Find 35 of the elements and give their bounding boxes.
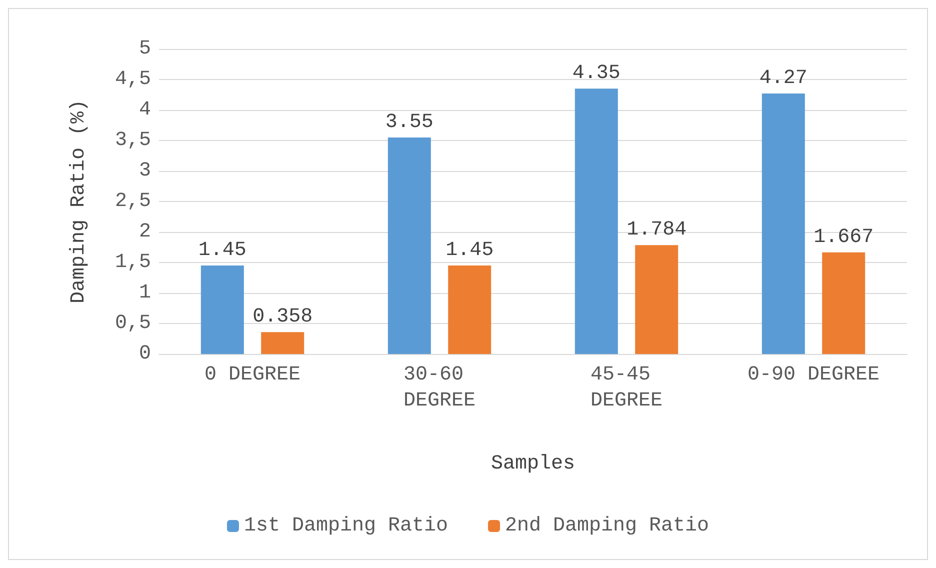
bar: [261, 332, 304, 354]
y-tick-label: 4,5: [114, 68, 151, 91]
legend-label: 2nd Damping Ratio: [505, 514, 710, 538]
y-tick-label: 1: [138, 282, 151, 304]
data-label: 1.45: [446, 239, 494, 262]
y-tick-label: 2: [138, 220, 151, 244]
y-tick-label: 0,5: [114, 312, 151, 335]
data-label: 1.667: [814, 226, 874, 249]
bar: [635, 245, 678, 354]
data-label: 4.27: [759, 67, 808, 90]
y-tick-label: 2,5: [114, 190, 151, 213]
data-label: 3.55: [385, 110, 434, 134]
y-tick-label: 1,5: [114, 251, 151, 274]
data-label: 1.45: [198, 239, 246, 262]
data-label: 0.358: [252, 306, 313, 329]
y-tick-label: 3,5: [114, 129, 151, 152]
x-tick-label: 30-60 DEGREE: [403, 364, 476, 412]
bar: [448, 266, 492, 354]
bar: [574, 88, 618, 354]
bar: [822, 252, 866, 354]
data-label: 4.35: [572, 62, 620, 86]
y-tick-label: 5: [138, 38, 151, 60]
legend-label: 1st Damping Ratio: [244, 514, 448, 538]
bar: [200, 266, 244, 354]
y-tick-label: 4: [138, 98, 151, 122]
bar: [388, 137, 431, 354]
bar: [762, 94, 805, 354]
y-axis-title: Damping Ratio (%): [68, 99, 90, 304]
data-label: 1.784: [626, 218, 687, 242]
x-tick-label: 0 DEGREE: [204, 364, 301, 386]
x-tick-label: 0-90 DEGREE: [747, 364, 880, 386]
y-tick-label: 0: [138, 342, 151, 366]
y-tick-label: 3: [138, 160, 151, 182]
x-tick-label: 45-45 DEGREE: [590, 364, 663, 412]
x-axis-title: Samples: [490, 452, 576, 476]
